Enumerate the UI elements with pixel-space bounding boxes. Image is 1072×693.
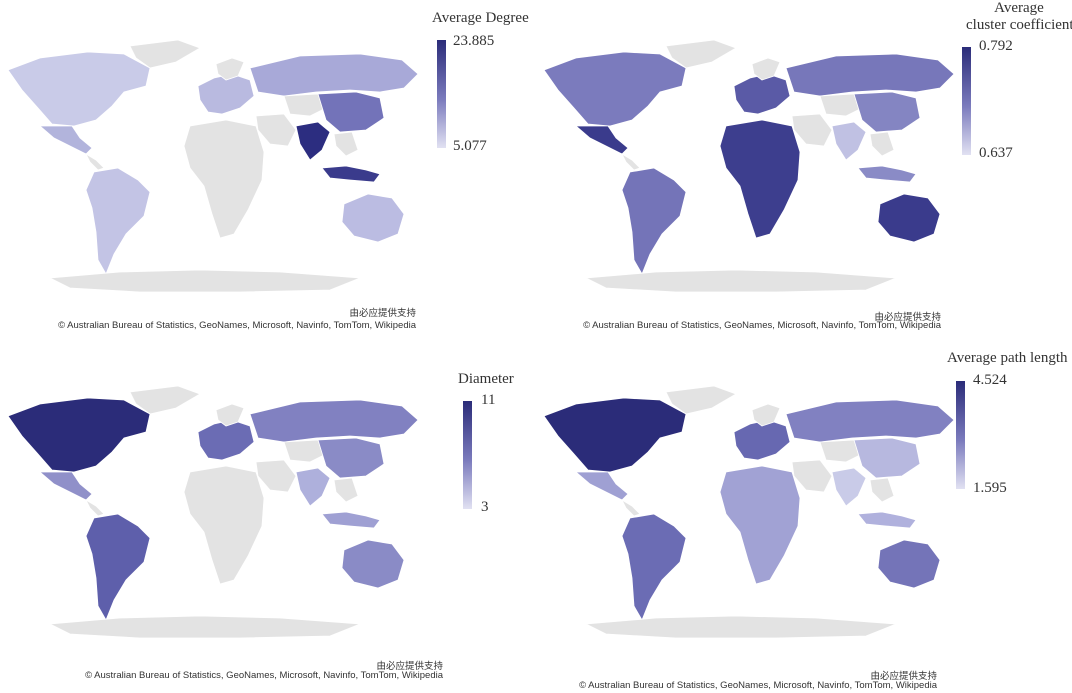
south-america-shape (85, 167, 151, 275)
indonesia-shape (857, 165, 917, 183)
legend-title: Diameter (458, 371, 514, 387)
mexico-shape (38, 471, 93, 501)
antarctica-shape (584, 269, 897, 293)
greenland-shape (665, 39, 737, 69)
middle-east-shape (791, 113, 833, 147)
legend-min-value: 0.637 (979, 145, 1013, 161)
india-shape (295, 467, 331, 507)
india-shape (831, 121, 867, 161)
map-panel-diameter: Diameter 11 3 由必应提供支持 © Australian Burea… (0, 346, 536, 693)
legend-max-value: 0.792 (979, 38, 1013, 54)
credit-attribution: © Australian Bureau of Statistics, GeoNa… (85, 670, 443, 681)
central-asia-shape (819, 93, 867, 117)
legend-max-value: 4.524 (973, 372, 1007, 388)
china-shape (317, 91, 385, 133)
legend-min-value: 3 (481, 499, 489, 515)
india-shape (295, 121, 331, 161)
legend-title: Average Degree (432, 10, 529, 26)
southeast-asia-shape (869, 131, 895, 157)
central-asia-shape (819, 439, 867, 463)
legend-min-value: 5.077 (453, 138, 487, 154)
map-panel-average-degree: Average Degree 23.885 5.077 由必应提供支持 © Au… (0, 0, 536, 346)
russia-shape (785, 399, 955, 443)
scandinavia-shape (751, 403, 781, 427)
credit-powered-by: 由必应提供支持 (349, 308, 416, 319)
australia-shape (877, 539, 941, 589)
credit-powered-by: 由必应提供支持 (870, 671, 937, 682)
north-america-shape (7, 51, 151, 127)
southeast-asia-shape (333, 477, 359, 503)
scandinavia-shape (751, 57, 781, 81)
color-scale-bar (463, 401, 472, 509)
map-panel-average-path-length: Average path length 4.524 1.595 由必应提供支持 … (536, 346, 1072, 693)
indonesia-shape (321, 165, 381, 183)
china-shape (853, 91, 921, 133)
russia-shape (249, 399, 419, 443)
mexico-shape (38, 125, 93, 155)
greenland-shape (665, 385, 737, 415)
central-america-shape (85, 498, 105, 517)
legend-title: Average path length (947, 350, 1068, 366)
world-map (7, 39, 419, 293)
scandinavia-shape (215, 403, 245, 427)
australia-shape (877, 193, 941, 243)
australia-shape (341, 193, 405, 243)
africa-shape (719, 465, 801, 585)
credit-powered-by: 由必应提供支持 (376, 661, 443, 672)
middle-east-shape (791, 459, 833, 493)
antarctica-shape (48, 269, 361, 293)
world-map (7, 385, 419, 639)
legend-min-value: 1.595 (973, 480, 1007, 496)
color-scale-bar (437, 40, 446, 148)
china-shape (317, 437, 385, 479)
north-america-shape (7, 397, 151, 473)
south-america-shape (85, 513, 151, 621)
china-shape (853, 437, 921, 479)
credit-attribution: © Australian Bureau of Statistics, GeoNa… (583, 320, 941, 331)
legend-title-line-2: cluster coefficient (966, 17, 1072, 33)
greenland-shape (129, 385, 201, 415)
credit-attribution: © Australian Bureau of Statistics, GeoNa… (58, 320, 416, 331)
central-asia-shape (283, 439, 331, 463)
scandinavia-shape (215, 57, 245, 81)
central-america-shape (85, 152, 105, 171)
north-america-shape (543, 51, 687, 127)
central-america-shape (621, 152, 641, 171)
legend-title: Average cluster coefficient (966, 0, 1072, 34)
india-shape (831, 467, 867, 507)
mexico-shape (574, 471, 629, 501)
world-map (543, 39, 955, 293)
antarctica-shape (48, 615, 361, 639)
russia-shape (785, 53, 955, 97)
mexico-shape (574, 125, 629, 155)
legend-max-value: 23.885 (453, 33, 495, 49)
africa-shape (183, 119, 265, 239)
central-america-shape (621, 498, 641, 517)
credit-attribution: © Australian Bureau of Statistics, GeoNa… (579, 680, 937, 691)
middle-east-shape (255, 459, 297, 493)
world-map (543, 385, 955, 639)
south-america-shape (621, 167, 687, 275)
australia-shape (341, 539, 405, 589)
southeast-asia-shape (333, 131, 359, 157)
credit-powered-by: 由必应提供支持 (874, 312, 941, 323)
middle-east-shape (255, 113, 297, 147)
indonesia-shape (857, 511, 917, 529)
map-panel-average-cluster-coefficient: Average cluster coefficient 0.792 0.637 … (536, 0, 1072, 346)
south-america-shape (621, 513, 687, 621)
greenland-shape (129, 39, 201, 69)
legend-title-line-1: Average (994, 0, 1044, 16)
legend-max-value: 11 (481, 392, 496, 408)
antarctica-shape (584, 615, 897, 639)
africa-shape (719, 119, 801, 239)
north-america-shape (543, 397, 687, 473)
indonesia-shape (321, 511, 381, 529)
africa-shape (183, 465, 265, 585)
color-scale-bar (962, 47, 971, 155)
southeast-asia-shape (869, 477, 895, 503)
color-scale-bar (956, 381, 965, 489)
russia-shape (249, 53, 419, 97)
central-asia-shape (283, 93, 331, 117)
